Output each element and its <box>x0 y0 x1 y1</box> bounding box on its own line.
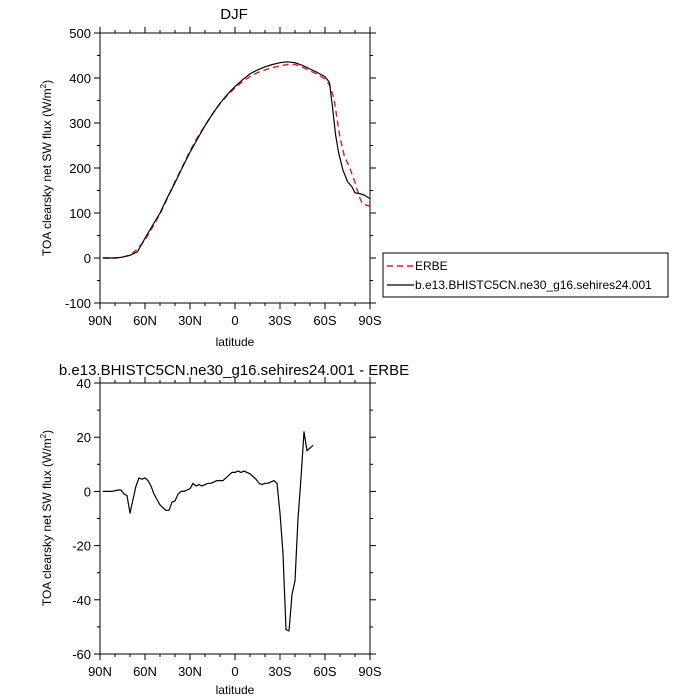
top-xtick-label: 90S <box>358 313 381 328</box>
bottom-ytick-label: -20 <box>72 539 91 554</box>
bottom-axis-ticks: 90N 60N 30N 0 30S 60S 90S -60 -40 -20 0 20 40 <box>72 376 382 679</box>
top-ytick-label: 500 <box>69 26 91 41</box>
top-ytick-label: 400 <box>69 71 91 86</box>
top-series-line-0 <box>103 63 371 259</box>
legend-box <box>382 252 669 298</box>
top-y-axis-label-main: TOA clearsky net SW flux (W/m <box>40 88 54 256</box>
top-xtick-label: 60S <box>313 313 336 328</box>
top-ytick-label: 0 <box>84 251 91 266</box>
top-ytick-label: -100 <box>65 296 91 311</box>
top-xtick-label: 60N <box>133 313 157 328</box>
bottom-xtick-label: 60S <box>313 664 336 679</box>
bottom-series-line-0 <box>103 431 314 632</box>
bottom-xtick-label: 0 <box>231 664 238 679</box>
top-ytick-label: 200 <box>69 161 91 176</box>
top-xtick-label: 0 <box>231 313 238 328</box>
bottom-xtick-label: 60N <box>133 664 157 679</box>
bottom-y-axis-label-close: ) <box>40 430 54 434</box>
top-axis-ticks: 90N 60N 30N 0 30S 60S 90S -100 0 100 200 300 400 500 <box>65 26 382 328</box>
top-xtick-label: 90N <box>88 313 112 328</box>
top-x-axis-label: latitude <box>216 335 255 349</box>
bottom-ytick-label: 40 <box>77 376 91 391</box>
bottom-xtick-label: 90N <box>88 664 112 679</box>
bottom-ytick-label: -60 <box>72 647 91 662</box>
bottom-y-axis-label-sup: 2 <box>39 433 48 438</box>
bottom-xtick-label: 30N <box>178 664 202 679</box>
legend-label-model: b.e13.BHISTC5CN.ne30_g16.sehires24.001 <box>415 278 652 292</box>
bottom-panel: b.e13.BHISTC5CN.ne30_g16.sehires24.001 -… <box>39 362 409 697</box>
legend-label-erbe: ERBE <box>415 259 448 273</box>
top-plot-frame <box>99 32 371 304</box>
bottom-x-axis-label: latitude <box>216 683 255 697</box>
top-y-axis-label: TOA clearsky net SW flux (W/m2) <box>39 80 54 256</box>
top-y-axis-label-close: ) <box>40 80 54 84</box>
bottom-ytick-label: -40 <box>72 593 91 608</box>
bottom-ytick-label: 0 <box>84 484 91 499</box>
top-panel: DJF 90N 60N 30N 0 30S 60S 90S -100 0 100 200 300 400… <box>39 6 382 349</box>
bottom-plot-frame <box>99 382 371 655</box>
top-ytick-label: 300 <box>69 116 91 131</box>
legend: ERBE b.e13.BHISTC5CN.ne30_g16.sehires24.… <box>382 252 669 298</box>
bottom-ytick-label: 20 <box>77 430 91 445</box>
top-xtick-label: 30N <box>178 313 202 328</box>
top-y-axis-label-sup: 2 <box>39 83 48 88</box>
bottom-xtick-label: 90S <box>358 664 381 679</box>
top-series-group <box>103 61 371 259</box>
top-ytick-label: 100 <box>69 206 91 221</box>
bottom-y-axis-label: TOA clearsky net SW flux (W/m2) <box>39 430 54 606</box>
top-xtick-label: 30S <box>268 313 291 328</box>
bottom-y-axis-label-main: TOA clearsky net SW flux (W/m <box>40 438 54 606</box>
top-series-line-1 <box>103 61 371 259</box>
bottom-xtick-label: 30S <box>268 664 291 679</box>
bottom-series-group <box>103 431 314 632</box>
bottom-chart-title: b.e13.BHISTC5CN.ne30_g16.sehires24.001 -… <box>59 362 409 379</box>
top-chart-title: DJF <box>220 6 248 23</box>
